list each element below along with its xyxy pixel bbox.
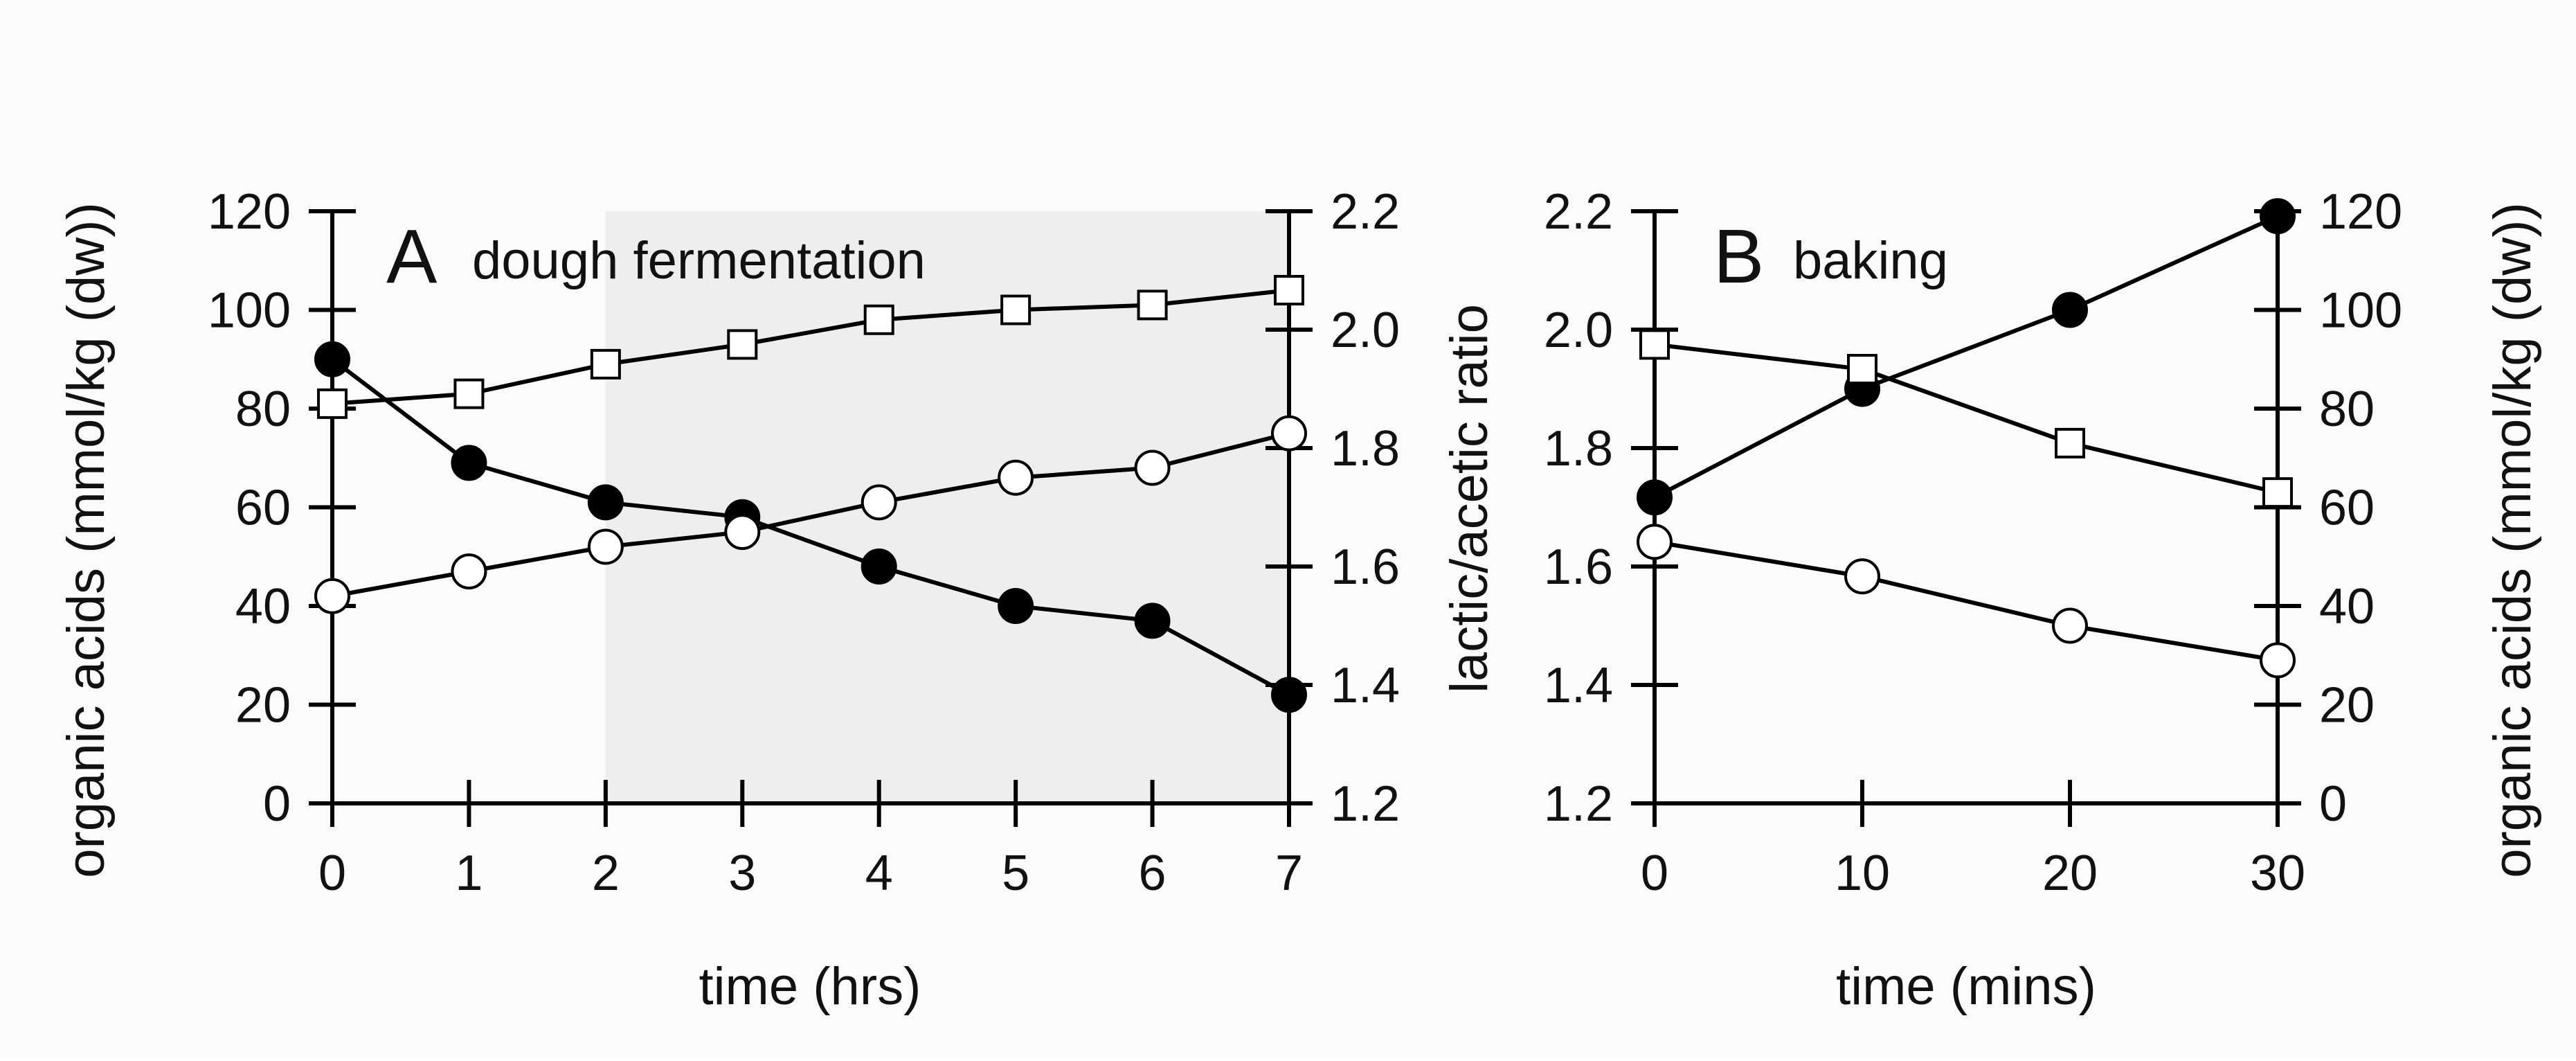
panel-a-title: dough fermentation <box>472 231 926 290</box>
panel-b-point-open-square <box>2055 427 2085 458</box>
panel-a-right-tick-label: 1.8 <box>1331 421 1400 476</box>
panel-a-letter: A <box>386 214 438 299</box>
panel-a-x-tick-label: 7 <box>1275 846 1303 901</box>
panel-a: 0 20 40 60 80 100 120 1.2 1.4 1.6 1.8 2.0 2.2 0 1 2 3 4 5 6… <box>57 184 1499 1016</box>
panel-b-right-tick-label: 40 <box>2319 579 2375 634</box>
panel-b-right-tick-label: 0 <box>2319 776 2347 832</box>
panel-b-title: baking <box>1793 231 1948 290</box>
panel-a-right-tick-label: 1.4 <box>1331 658 1400 713</box>
panel-b-right-y-axis-label: organic acids (mmol/kg (dw)) <box>2483 202 2542 878</box>
panel-a-point-filled-circle <box>1134 603 1171 639</box>
panel-b-point-open-circle <box>2260 642 2296 679</box>
panel-a-point-open-circle <box>587 528 624 565</box>
panel-b-right-tick-label: 80 <box>2319 382 2375 437</box>
panel-b-point-open-circle <box>1844 558 1880 595</box>
panel-a-right-tick-label: 1.6 <box>1331 540 1400 595</box>
panel-a-right-tick-label: 2.2 <box>1331 184 1400 240</box>
panel-b-x-tick-label: 10 <box>1835 846 1890 901</box>
panel-b-left-tick-label: 2.2 <box>1544 184 1613 240</box>
panel-a-right-tick-label: 2.0 <box>1331 303 1400 358</box>
panel-a-point-filled-circle <box>1271 677 1307 713</box>
panel-a-left-tick-label: 20 <box>235 678 291 733</box>
panel-a-point-open-square <box>317 388 348 419</box>
panel-a-x-tick-label: 0 <box>318 846 346 901</box>
panel-b-left-tick-label: 1.4 <box>1544 658 1613 713</box>
panel-a-point-filled-circle <box>314 341 350 377</box>
panel-b: 1.2 1.4 1.6 1.8 2.0 2.2 0 20 40 60 80 100 120 0 10 20 30… <box>1544 184 2542 1016</box>
panel-b-right-tick-label: 60 <box>2319 481 2375 536</box>
panel-b-right-tick-label: 20 <box>2319 678 2375 733</box>
panel-b-point-open-circle <box>2052 607 2088 644</box>
panel-a-x-tick-label: 4 <box>865 846 893 901</box>
panel-b-point-filled-circle <box>1637 479 1673 516</box>
panel-b-point-filled-circle <box>2052 292 2088 328</box>
panel-a-axes: 0 20 40 60 80 100 120 1.2 1.4 1.6 1.8 2.0 2.2 0 1 2 3 4 5 6… <box>208 184 1400 901</box>
panel-b-right-tick-label: 100 <box>2319 283 2402 339</box>
panel-a-point-open-square <box>1137 289 1168 321</box>
panel-a-left-tick-label: 40 <box>235 579 291 634</box>
panel-a-point-open-circle <box>861 484 897 521</box>
panel-a-point-open-square <box>863 304 894 335</box>
panel-b-left-tick-label: 1.2 <box>1544 776 1613 832</box>
panel-a-point-open-circle <box>1134 449 1171 486</box>
panel-b-series <box>1637 198 2296 679</box>
panel-a-point-open-circle <box>314 578 350 614</box>
panel-a-left-tick-label: 0 <box>263 776 291 832</box>
panel-b-x-tick-label: 30 <box>2250 846 2305 901</box>
panel-b-point-open-square <box>2262 477 2293 508</box>
panel-b-x-tick-label: 20 <box>2042 846 2098 901</box>
panel-b-axes: 1.2 1.4 1.6 1.8 2.0 2.2 0 20 40 60 80 100 120 0 10 20 30 <box>1544 184 2402 901</box>
panel-a-x-tick-label: 2 <box>592 846 620 901</box>
panel-a-left-tick-label: 60 <box>235 481 291 536</box>
panel-a-shaded-region <box>605 211 1289 803</box>
panel-b-x-axis-label: time (mins) <box>1836 957 2096 1016</box>
panel-b-right-tick-label: 120 <box>2319 184 2402 240</box>
panel-b-series-line-open-circle <box>1654 540 2278 663</box>
panel-a-point-open-circle <box>724 514 761 551</box>
panel-b-point-open-square <box>1639 329 1670 360</box>
panel-a-right-y-axis-label: lactic/acetic ratio <box>1440 304 1499 693</box>
panel-b-x-tick-label: 0 <box>1641 846 1668 901</box>
panel-b-left-tick-label: 1.6 <box>1544 540 1613 595</box>
panel-a-series-line-open-square <box>332 288 1290 406</box>
panel-a-left-tick-label: 120 <box>208 184 291 240</box>
panel-b-point-open-square <box>1847 354 1877 384</box>
panel-a-point-open-square <box>727 329 758 360</box>
panel-a-x-tick-label: 5 <box>1002 846 1029 901</box>
panel-a-point-open-square <box>1274 275 1304 305</box>
panel-a-point-open-circle <box>1271 415 1307 452</box>
panel-a-x-tick-label: 1 <box>455 846 483 901</box>
panel-a-left-tick-label: 80 <box>235 382 291 437</box>
panel-b-point-open-circle <box>1637 524 1673 560</box>
panel-a-point-open-circle <box>998 459 1034 496</box>
panel-a-x-tick-label: 6 <box>1139 846 1167 901</box>
panel-a-point-filled-circle <box>451 445 487 481</box>
panel-a-series-line-filled-circle <box>331 357 1290 697</box>
panel-a-left-y-axis-label: organic acids (mmol/kg (dw)) <box>57 202 116 878</box>
panel-b-letter: B <box>1713 214 1764 299</box>
panel-b-left-tick-label: 1.8 <box>1544 421 1613 476</box>
panel-b-point-filled-circle <box>2260 198 2296 235</box>
panel-a-series <box>314 275 1307 713</box>
panel-a-left-tick-label: 100 <box>208 283 291 339</box>
panel-a-point-filled-circle <box>998 588 1034 624</box>
panel-a-series-line-open-circle <box>332 431 1290 598</box>
panel-a-point-open-square <box>590 348 621 380</box>
panel-a-right-tick-label: 1.2 <box>1331 776 1400 832</box>
panel-b-series-line-open-square <box>1654 342 2278 495</box>
panel-a-x-tick-label: 3 <box>728 846 756 901</box>
panel-a-point-filled-circle <box>587 484 624 521</box>
panel-b-left-tick-label: 2.0 <box>1544 303 1613 358</box>
panel-a-point-filled-circle <box>861 549 897 585</box>
panel-a-x-axis-label: time (hrs) <box>699 957 921 1016</box>
panel-a-point-open-square <box>1000 294 1032 326</box>
panel-a-point-open-square <box>453 378 485 409</box>
panel-a-point-open-circle <box>451 553 487 590</box>
panel-b-series-line-filled-circle <box>1653 214 2279 499</box>
